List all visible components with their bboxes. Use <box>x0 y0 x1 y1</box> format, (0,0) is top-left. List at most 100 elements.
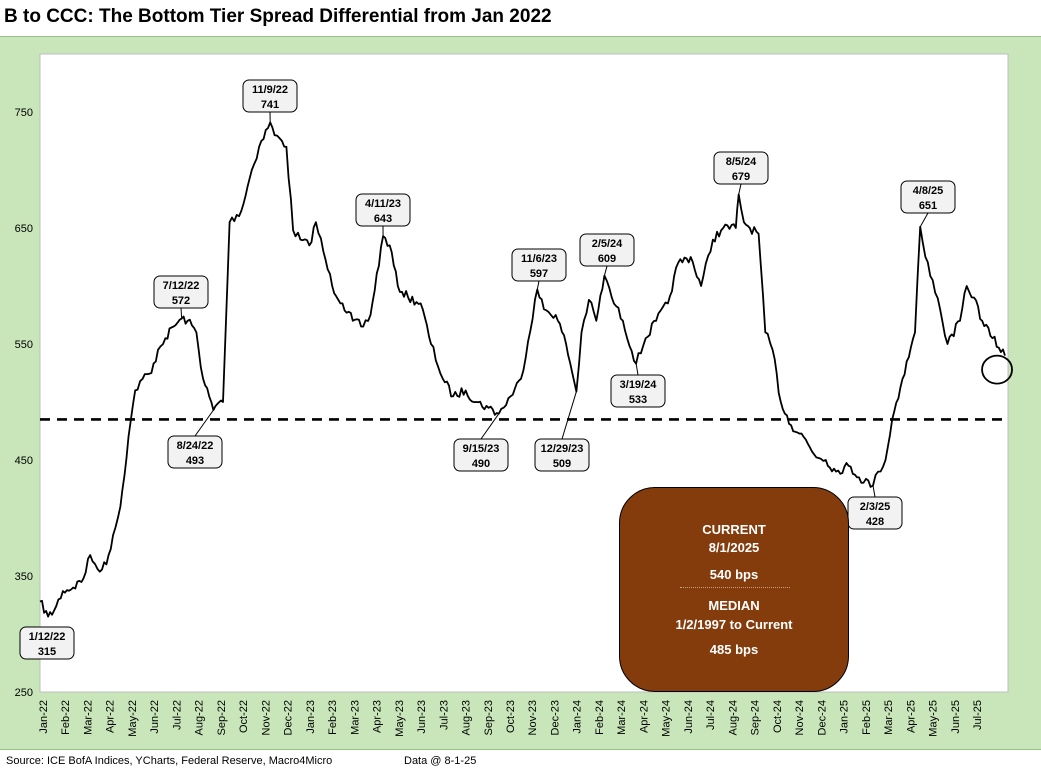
callout-date: 12/29/23 <box>541 443 584 455</box>
x-tick-label: Jun-23 <box>416 700 428 734</box>
chart-title: B to CCC: The Bottom Tier Spread Differe… <box>4 6 552 27</box>
callout-value: 428 <box>866 516 884 528</box>
series-line <box>39 121 1006 618</box>
y-tick-label: 350 <box>15 571 33 583</box>
x-tick-label: Oct-22 <box>238 700 250 733</box>
x-tick-label: Dec-23 <box>549 700 561 735</box>
x-tick-label: Mar-25 <box>883 700 895 735</box>
callout-leader <box>872 485 876 498</box>
info-current-value: 540 bps <box>709 567 759 582</box>
callout-date: 4/11/23 <box>365 198 401 210</box>
y-tick-label: 450 <box>15 455 33 467</box>
callout-value: 609 <box>598 253 616 265</box>
callout-leader <box>180 307 183 319</box>
source-note: Source: ICE BofA Indices, YCharts, Feder… <box>6 755 333 767</box>
x-tick-label: Apr-22 <box>105 700 117 733</box>
callout-12-29-23: 12/29/23 509 <box>534 438 590 472</box>
callout-box <box>242 79 298 113</box>
callout-4-11-23: 4/11/23 643 <box>355 193 411 227</box>
callout-leader <box>536 280 540 290</box>
callout-box <box>579 233 635 267</box>
callout-8-5-24: 8/5/24 679 <box>713 151 769 185</box>
info-median-range: 1/2/1997 to Current <box>675 617 793 632</box>
x-tick-label: Jun-25 <box>950 700 962 734</box>
callout-date: 11/9/22 <box>252 84 288 96</box>
callout-date: 7/12/22 <box>163 280 200 292</box>
callout-box <box>511 248 567 282</box>
info-median-value: 485 bps <box>709 642 759 657</box>
current-value-marker <box>981 354 1013 385</box>
x-tick-label: Aug-24 <box>727 700 739 735</box>
x-tick-label: May-22 <box>127 700 139 737</box>
callout-3-19-24: 3/19/24 533 <box>610 374 666 408</box>
x-tick-label: Jul-22 <box>171 700 183 730</box>
callout-7-12-22: 7/12/22 572 <box>153 275 209 309</box>
callout-box <box>534 438 590 472</box>
callout-value: 643 <box>374 213 392 225</box>
callout-box <box>167 435 223 469</box>
x-tick-label: Oct-23 <box>505 700 517 733</box>
callout-box <box>19 626 75 660</box>
callout-value: 315 <box>38 646 56 658</box>
x-tick-label: Jan-25 <box>839 700 851 734</box>
x-tick-label: Jun-22 <box>149 700 161 734</box>
title-bar: B to CCC: The Bottom Tier Spread Differe… <box>0 0 1041 36</box>
data-date-note: Data @ 8-1-25 <box>404 755 477 767</box>
x-tick-label: Jul-23 <box>438 700 450 730</box>
callout-value: 493 <box>186 455 204 467</box>
callout-leader <box>480 413 500 440</box>
x-tick-label: Sep-24 <box>750 700 762 735</box>
callout-date: 4/8/25 <box>913 185 944 197</box>
callout-8-24-22: 8/24/22 493 <box>167 435 223 469</box>
x-tick-label: May-25 <box>928 700 940 737</box>
callout-box <box>900 180 956 214</box>
callout-box <box>453 438 509 472</box>
x-tick-label: Nov-24 <box>794 700 806 735</box>
x-tick-label: Feb-23 <box>327 700 339 735</box>
callout-date: 1/12/22 <box>29 631 66 643</box>
callout-value: 509 <box>553 458 571 470</box>
x-tick-label: Jul-24 <box>705 700 717 730</box>
x-tick-label: Feb-25 <box>861 700 873 735</box>
x-tick-label: Apr-24 <box>638 700 650 733</box>
x-tick-label: May-23 <box>394 700 406 737</box>
callout-date: 2/3/25 <box>860 501 891 513</box>
y-tick-label: 750 <box>15 107 33 119</box>
callout-value: 679 <box>732 171 750 183</box>
x-tick-label: Feb-22 <box>60 700 72 735</box>
info-median-label: MEDIAN <box>708 598 760 613</box>
callout-2-5-24: 2/5/24 609 <box>579 233 635 267</box>
callout-11-9-22: 11/9/22 741 <box>242 79 298 113</box>
callout-value: 651 <box>919 200 937 212</box>
x-tick-label: Apr-23 <box>372 700 384 733</box>
footer: Source: ICE BofA Indices, YCharts, Feder… <box>0 750 1041 776</box>
x-tick-label: Oct-24 <box>772 700 784 733</box>
x-tick-label: Jan-22 <box>38 700 50 734</box>
info-current-label: CURRENT <box>702 522 766 537</box>
callout-leader <box>561 391 577 440</box>
y-tick-label: 550 <box>15 339 33 351</box>
callout-box <box>610 374 666 408</box>
callout-9-15-23: 9/15/23 490 <box>453 438 509 472</box>
callout-leader <box>635 363 639 376</box>
callout-leader <box>919 212 929 228</box>
callout-date: 2/5/24 <box>592 238 623 250</box>
x-tick-label: Jul-25 <box>972 700 984 730</box>
callout-1-12-22: 1/12/22 315 <box>19 626 75 660</box>
x-tick-label: Aug-23 <box>461 700 473 735</box>
callout-4-8-25: 4/8/25 651 <box>900 180 956 214</box>
info-box: CURRENT 8/1/2025 540 bps MEDIAN 1/2/1997… <box>619 487 849 692</box>
callout-11-6-23: 11/6/23 597 <box>511 248 567 282</box>
callout-value: 741 <box>261 99 279 111</box>
callout-box <box>153 275 209 309</box>
x-tick-label: May-24 <box>661 700 673 737</box>
x-tick-label: Jun-24 <box>683 700 695 734</box>
callout-box <box>713 151 769 185</box>
callout-2-3-25: 2/3/25 428 <box>847 496 903 530</box>
x-tick-label: Jan-24 <box>572 700 584 734</box>
callout-date: 8/24/22 <box>177 440 214 452</box>
callout-leader <box>194 409 214 437</box>
x-tick-label: Mar-22 <box>82 700 94 735</box>
